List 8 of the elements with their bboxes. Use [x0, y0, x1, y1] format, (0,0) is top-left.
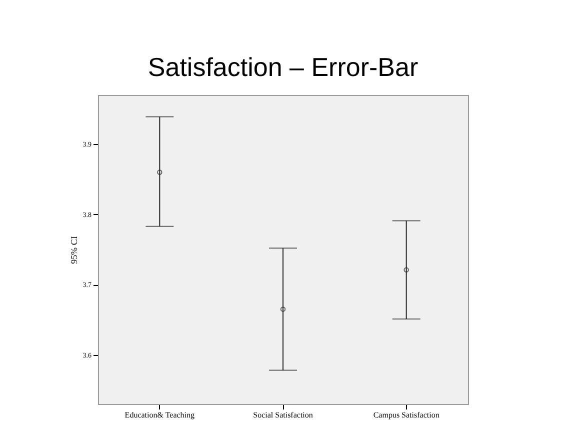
x-tick-label: Social Satisfaction — [253, 410, 313, 420]
point — [404, 267, 409, 272]
chart-title: Satisfaction – Error-Bar — [148, 52, 418, 82]
x-tick-label: Campus Satisfaction — [373, 410, 440, 420]
x-tick-label: Education& Teaching — [124, 410, 195, 420]
point — [280, 306, 286, 312]
point — [157, 170, 162, 175]
y-axis-title: 95% CI — [68, 236, 79, 264]
